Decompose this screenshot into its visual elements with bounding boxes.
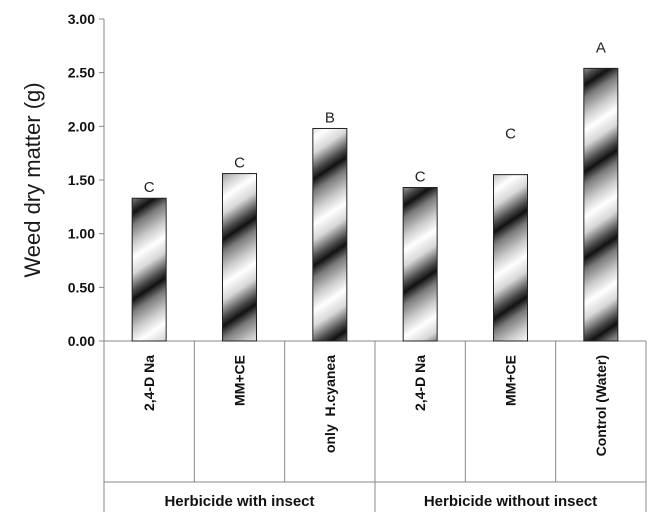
significance-letter: A bbox=[596, 39, 606, 56]
bar bbox=[312, 127, 348, 342]
significance-letter: C bbox=[144, 179, 155, 196]
x-tick-label: 2,4-D Na bbox=[141, 355, 157, 411]
x-tick-label: 2,4-D Na bbox=[412, 355, 428, 411]
x-tick-label: Control (Water) bbox=[593, 355, 609, 456]
bar bbox=[222, 173, 257, 342]
y-tick-label: 2.50 bbox=[68, 65, 95, 81]
y-axis-ticks: 0.00 0.50 1.00 1.50 2.00 2.50 3.00 bbox=[68, 11, 104, 349]
x-tick-label: MM+CE bbox=[232, 355, 248, 406]
group-label: Herbicide without insect bbox=[424, 493, 597, 510]
x-tick-label: MM+CE bbox=[503, 355, 519, 406]
x-category-labels: 2,4-D Na MM+CE only H.cyanea 2,4-D Na MM+CE C… bbox=[141, 355, 609, 457]
y-axis-label: Weed dry matter (g) bbox=[20, 82, 45, 277]
y-tick-label: 3.00 bbox=[68, 11, 95, 27]
y-tick-label: 2.00 bbox=[68, 118, 95, 134]
significance-letter: C bbox=[234, 155, 245, 172]
y-tick-label: 0.50 bbox=[68, 279, 95, 295]
group-label: Herbicide with insect bbox=[164, 493, 314, 510]
y-tick-label: 1.00 bbox=[68, 226, 95, 242]
significance-letter: B bbox=[325, 109, 335, 126]
y-tick-label: 1.50 bbox=[68, 172, 95, 188]
bar bbox=[402, 187, 438, 342]
bars bbox=[131, 67, 619, 342]
x-tick-label: only H.cyanea bbox=[322, 355, 338, 453]
significance-letter: C bbox=[505, 126, 516, 143]
bar bbox=[583, 67, 619, 342]
group-labels: Herbicide with insect Herbicide without i… bbox=[164, 493, 597, 510]
significance-letters: C C B C C A bbox=[144, 39, 606, 196]
y-tick-label: 0.00 bbox=[68, 333, 95, 349]
bar bbox=[131, 197, 167, 342]
significance-letter: C bbox=[415, 169, 426, 186]
axes bbox=[103, 19, 647, 512]
bar bbox=[493, 174, 528, 342]
